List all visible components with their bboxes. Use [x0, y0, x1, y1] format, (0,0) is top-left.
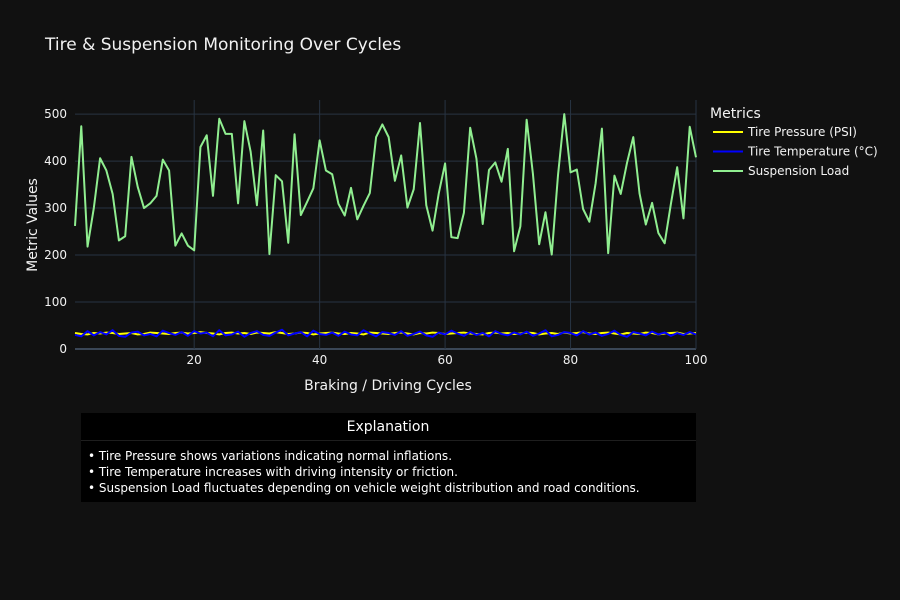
chart-title: Tire & Suspension Monitoring Over Cycles: [44, 35, 401, 55]
x-axis-title: Braking / Driving Cycles: [304, 378, 472, 394]
series-lines: [74, 113, 697, 338]
legend-label: Tire Pressure (PSI): [747, 125, 857, 139]
x-tick-label: 20: [187, 353, 202, 367]
legend-label: Suspension Load: [748, 164, 849, 178]
explanation-header-bg: [81, 413, 696, 440]
y-tick-label: 100: [44, 295, 67, 309]
explanation-line: • Suspension Load fluctuates depending o…: [88, 481, 640, 495]
y-axis-title: Metric Values: [25, 178, 41, 272]
legend-label: Tire Temperature (°C): [747, 145, 878, 159]
y-tick-label: 400: [44, 154, 67, 168]
explanation-table: Explanation • Tire Pressure shows variat…: [81, 413, 696, 502]
y-tick-label: 0: [59, 342, 67, 356]
series-line-2: [74, 113, 697, 256]
explanation-line: • Tire Temperature increases with drivin…: [88, 465, 458, 479]
x-tick-label: 80: [563, 353, 578, 367]
x-tick-label: 100: [685, 353, 708, 367]
explanation-body-bg: [81, 441, 696, 502]
y-axis-ticks: 0 100 200 300 400 500: [44, 107, 67, 356]
legend-title: Metrics: [710, 106, 761, 122]
explanation-line: • Tire Pressure shows variations indicat…: [88, 449, 452, 463]
explanation-header: Explanation: [347, 419, 430, 435]
legend: Metrics Tire Pressure (PSI) Tire Temperat…: [710, 106, 878, 178]
x-axis-ticks: 20 40 60 80 100: [187, 353, 708, 367]
y-tick-label: 300: [44, 201, 67, 215]
y-tick-label: 500: [44, 107, 67, 121]
x-tick-label: 40: [312, 353, 327, 367]
grid-lines: [75, 100, 697, 350]
series-line-1: [74, 328, 697, 338]
x-tick-label: 60: [437, 353, 452, 367]
y-tick-label: 200: [44, 248, 67, 262]
